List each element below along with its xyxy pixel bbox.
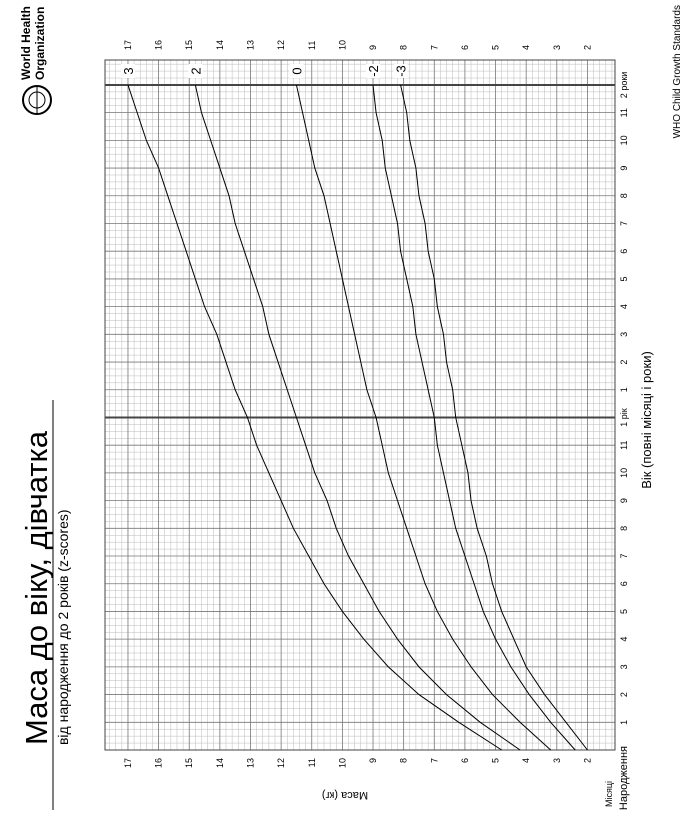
y-tick-label: 10	[337, 40, 347, 50]
z-score-curve	[372, 84, 576, 751]
y-tick-label: 11	[307, 41, 317, 50]
y-tick-label: 5	[491, 45, 501, 50]
x-tick-label: 8	[619, 193, 629, 198]
y-tick-label: 14	[215, 758, 225, 768]
x-tick-label: 2	[619, 692, 629, 697]
y-tick-label: 9	[368, 758, 378, 763]
y-tick-label: 7	[429, 45, 439, 50]
y-tick-label: 16	[154, 40, 164, 50]
x-tick-label: 11	[619, 108, 629, 117]
series-label-bg	[393, 64, 408, 78]
x-tick-label: 7	[619, 221, 629, 226]
org-line1: World Health	[19, 6, 33, 80]
series-label: 0	[289, 67, 304, 74]
y-tick-label: 10	[337, 758, 347, 768]
x-tick-label: 9	[619, 166, 629, 171]
x-tick-label: 5	[619, 276, 629, 281]
y-tick-label: 17	[123, 40, 133, 50]
x-tick-label: 6	[619, 249, 629, 254]
x-tick-label: 1	[619, 720, 629, 725]
plot-frame	[104, 59, 616, 751]
y-tick-label: 11	[307, 758, 317, 767]
y-tick-label: 5	[491, 758, 501, 763]
series-label: -2	[366, 65, 381, 77]
plot-area	[105, 60, 615, 750]
x-tick-label: 10	[619, 468, 629, 478]
x-unit-label: Місяці	[604, 781, 614, 807]
y-tick-label: 4	[521, 758, 531, 763]
x-tick-label: 3	[619, 332, 629, 337]
y-tick-label: 9	[368, 45, 378, 50]
z-score-curve	[295, 84, 552, 751]
z-score-curve	[400, 84, 588, 751]
y-tick-label: 8	[399, 758, 409, 763]
x-tick-label: 1 рік	[619, 408, 629, 427]
y-tick-label: 13	[245, 40, 255, 50]
y-tick-label: 14	[215, 40, 225, 50]
x-tick-label: 2	[619, 360, 629, 365]
z-score-curve	[194, 84, 521, 751]
series-label: 3	[121, 67, 136, 74]
series-label-bg	[188, 64, 203, 78]
y-tick-label: 15	[184, 40, 194, 50]
y-tick-label: 17	[123, 758, 133, 768]
z-score-curve	[127, 84, 502, 751]
series-label-bg	[120, 64, 135, 78]
y-tick-label: 3	[552, 45, 562, 50]
series-label: 2	[188, 67, 203, 74]
y-tick-label: 7	[429, 758, 439, 763]
x-tick-label: Народження	[618, 746, 630, 810]
x-tick-label: 1	[619, 387, 629, 392]
y-tick-label: 6	[460, 45, 470, 50]
x-tick-label: 11	[619, 441, 629, 450]
series-label-bg	[289, 64, 304, 78]
y-tick-label: 16	[154, 758, 164, 768]
subtitle: від народження до 2 років (z-scores)	[55, 509, 71, 745]
x-tick-label: 3	[619, 664, 629, 669]
series-label-bg	[366, 64, 381, 78]
x-tick-label: 7	[619, 554, 629, 559]
x-tick-label: 10	[619, 135, 629, 145]
x-axis-label: Вік (повні місяці і роки)	[639, 351, 654, 489]
y-tick-label: 13	[245, 758, 255, 768]
series-label: -3	[394, 65, 409, 77]
y-tick-label: 8	[399, 45, 409, 50]
title: Маса до віку, дівчатка	[19, 430, 54, 745]
source: WHO Child Growth Standards	[672, 5, 683, 138]
y-tick-label: 12	[276, 40, 286, 50]
x-tick-label: 4	[619, 637, 629, 642]
y-tick-label: 12	[276, 758, 286, 768]
rotated-chart: Маса до віку, дівчатка від народження до…	[19, 5, 683, 810]
x-tick-label: 8	[619, 526, 629, 531]
y-tick-label: 3	[552, 758, 562, 763]
y-axis-label: Маса (кг)	[322, 789, 368, 801]
x-tick-label: 5	[619, 609, 629, 614]
y-tick-label: 15	[184, 758, 194, 768]
y-tick-label: 2	[582, 45, 592, 50]
y-tick-label: 4	[521, 45, 531, 50]
x-tick-label: 9	[619, 498, 629, 503]
org-line2: Organization	[33, 7, 47, 80]
y-tick-label: 2	[582, 758, 592, 763]
x-tick-label: 2 роки	[619, 72, 629, 98]
x-tick-label: 4	[619, 304, 629, 309]
y-tick-label: 6	[460, 758, 470, 763]
x-tick-label: 6	[619, 581, 629, 586]
